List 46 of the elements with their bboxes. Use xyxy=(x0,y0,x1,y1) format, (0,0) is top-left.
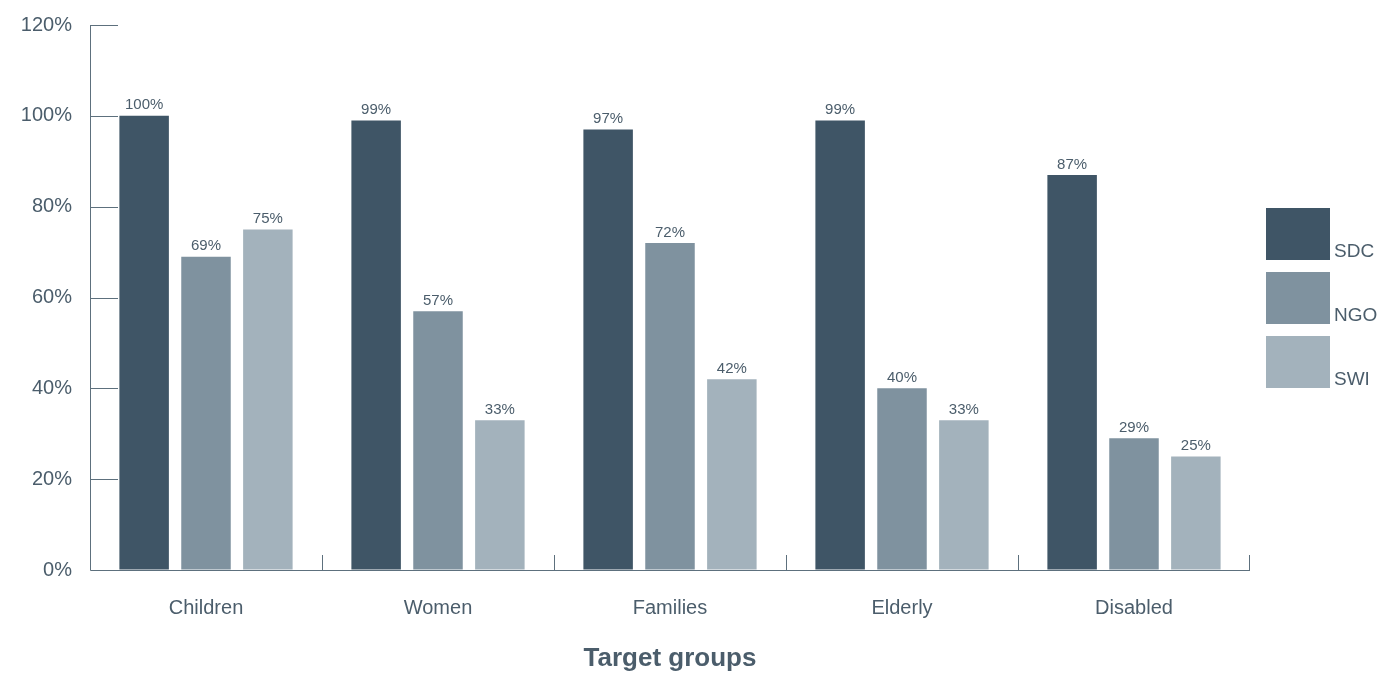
y-tick-label: 20% xyxy=(31,466,73,489)
x-tick-label: Disabled xyxy=(1095,595,1173,618)
y-tick-label: 0% xyxy=(43,557,73,580)
bar xyxy=(413,311,463,570)
data-label: 99% xyxy=(361,100,392,118)
x-tick-label: Children xyxy=(168,595,244,618)
data-label: 72% xyxy=(654,222,686,240)
bar xyxy=(1047,174,1097,570)
bar xyxy=(1109,438,1159,570)
bar xyxy=(645,243,695,570)
bar xyxy=(243,229,293,570)
y-tick-label: 60% xyxy=(31,285,73,308)
data-label: 33% xyxy=(948,399,979,417)
data-label: 57% xyxy=(422,290,454,308)
bar xyxy=(351,120,401,570)
bar xyxy=(1171,456,1221,570)
data-label: 100% xyxy=(124,95,164,113)
y-tick-label: 40% xyxy=(31,375,73,398)
bar xyxy=(475,420,525,570)
bar xyxy=(707,379,757,570)
y-tick-label: 80% xyxy=(31,194,73,217)
y-tick-label: 100% xyxy=(20,103,73,126)
bar xyxy=(583,129,633,570)
data-label: 97% xyxy=(593,109,624,127)
x-tick-label: Families xyxy=(632,595,708,618)
y-tick-label: 120% xyxy=(20,12,73,35)
bar xyxy=(119,115,169,570)
bar xyxy=(181,256,231,570)
text: SWI xyxy=(1334,367,1370,389)
text: SDC xyxy=(1334,239,1375,261)
x-tick-label: Elderly xyxy=(871,595,933,618)
data-label: 40% xyxy=(886,367,918,385)
x-axis-title: Target groups xyxy=(583,641,757,672)
bar xyxy=(877,388,927,570)
bar xyxy=(939,420,989,570)
data-label: 99% xyxy=(825,100,856,118)
data-label: 69% xyxy=(190,236,222,254)
data-label: 42% xyxy=(716,358,747,376)
data-label: 33% xyxy=(484,399,515,417)
data-label: 87% xyxy=(1057,154,1088,172)
data-label: 29% xyxy=(1118,417,1150,435)
data-label: 75% xyxy=(252,209,283,227)
data-label: 25% xyxy=(1180,436,1211,454)
text: NGO xyxy=(1334,303,1378,325)
x-tick-label: Women xyxy=(403,595,473,618)
bar xyxy=(815,120,865,570)
